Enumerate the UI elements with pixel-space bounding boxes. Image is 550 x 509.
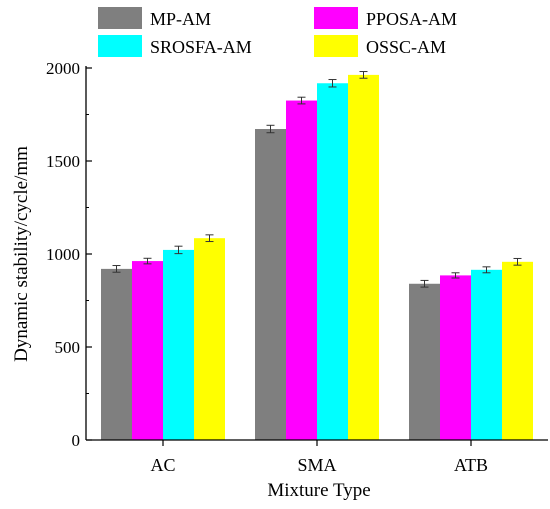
x-category-label: ATB bbox=[454, 455, 488, 475]
bar-srosfa-am-atb bbox=[471, 269, 502, 440]
bar-pposa-am-atb bbox=[440, 275, 471, 440]
legend-swatch-pposa-am bbox=[314, 7, 358, 29]
bars-layer bbox=[101, 71, 533, 441]
y-axis-title: Dynamic stability/cycle/mm bbox=[11, 146, 32, 362]
x-category-label: SMA bbox=[297, 455, 336, 475]
legend-label-srosfa-am: SROSFA-AM bbox=[150, 37, 252, 57]
legend-swatch-mp-am bbox=[98, 7, 142, 29]
y-ticks: 0 500 1000 1500 2000 bbox=[46, 59, 92, 450]
bar-ossc-am-sma bbox=[348, 74, 379, 440]
bar-pposa-am-ac bbox=[132, 261, 163, 440]
y-tick-label: 1000 bbox=[46, 245, 80, 264]
x-category-label: AC bbox=[150, 455, 175, 475]
legend-label-ossc-am: OSSC-AM bbox=[366, 37, 446, 57]
bar-srosfa-am-sma bbox=[317, 83, 348, 440]
legend-swatch-srosfa-am bbox=[98, 35, 142, 57]
legend-swatch-ossc-am bbox=[314, 35, 358, 57]
x-axis-title: Mixture Type bbox=[267, 480, 370, 501]
bar-ossc-am-atb bbox=[502, 261, 533, 440]
bar-mp-am-sma bbox=[255, 129, 286, 440]
legend-label-pposa-am: PPOSA-AM bbox=[366, 9, 457, 29]
bar-pposa-am-sma bbox=[286, 100, 317, 441]
bar-mp-am-ac bbox=[101, 268, 132, 440]
bar-srosfa-am-ac bbox=[163, 249, 194, 440]
y-tick-label: 2000 bbox=[46, 59, 80, 78]
legend: MP-AM PPOSA-AM SROSFA-AM OSSC-AM bbox=[98, 7, 457, 57]
y-tick-label: 0 bbox=[72, 431, 81, 450]
bar-ossc-am-ac bbox=[194, 238, 225, 440]
y-tick-label: 1500 bbox=[46, 152, 80, 171]
x-categories: AC SMA ATB bbox=[150, 440, 488, 475]
legend-label-mp-am: MP-AM bbox=[150, 9, 211, 29]
bar-mp-am-atb bbox=[409, 283, 440, 440]
y-tick-label: 500 bbox=[55, 338, 81, 357]
